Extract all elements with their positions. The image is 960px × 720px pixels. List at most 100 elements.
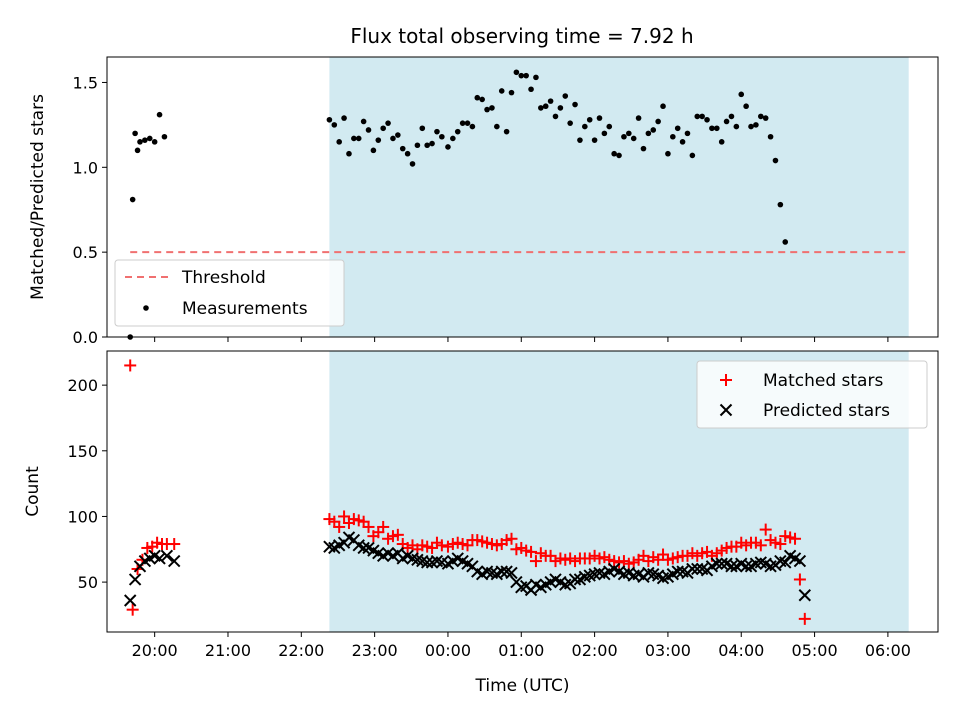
- predicted-star-point: [342, 531, 356, 544]
- predicted-star-point: [793, 554, 807, 568]
- predicted-star-point: [430, 554, 444, 568]
- measurement-point: [557, 105, 564, 111]
- measurement-point: [650, 127, 657, 133]
- measurement-point: [380, 125, 386, 132]
- measurement-point: [395, 132, 401, 138]
- predicted-star-point: [710, 557, 724, 570]
- measurement-point: [464, 120, 471, 126]
- measurement-point: [341, 115, 347, 121]
- measurement-point: [360, 118, 367, 125]
- predicted-star-point: [420, 556, 434, 569]
- measurement-point: [355, 135, 362, 142]
- measurement-point: [404, 150, 411, 157]
- predicted-star-point: [783, 549, 797, 563]
- measurement-point: [635, 115, 642, 121]
- y-tick-label: 100: [67, 507, 98, 526]
- top-x-ticks: [154, 337, 889, 342]
- measurement-point: [699, 113, 705, 120]
- predicted-star-point: [372, 547, 385, 560]
- predicted-star-point: [435, 556, 449, 569]
- predicted-star-point: [612, 565, 626, 578]
- measurement-point: [767, 133, 774, 140]
- measurement-point: [689, 152, 696, 159]
- predicted-star-point: [357, 541, 370, 555]
- x-tick-label: 00:00: [425, 641, 471, 660]
- measurement-point: [469, 123, 476, 130]
- measurement-point: [679, 139, 686, 145]
- measurement-point: [523, 72, 529, 79]
- measurement-point: [772, 157, 779, 164]
- measurement-point: [503, 128, 510, 135]
- predicted-star-point: [554, 575, 567, 589]
- measurement-point: [577, 137, 583, 143]
- measurement-point: [513, 69, 520, 76]
- bottom-y-axis-label: Count: [23, 466, 43, 517]
- predicted-star-point: [671, 565, 684, 578]
- measurement-point: [582, 123, 588, 130]
- measurement-point: [704, 116, 710, 123]
- y-tick-label: 1.5: [73, 73, 98, 92]
- measurement-point: [151, 139, 158, 145]
- predicted-star-point: [647, 568, 660, 581]
- bottom-y-ticks: 50 100 150 200: [67, 376, 107, 592]
- measurement-point: [351, 135, 357, 142]
- predicted-star-point: [632, 568, 645, 581]
- x-tick-label: 04:00: [718, 641, 764, 660]
- measurement-point: [709, 125, 715, 132]
- x-tick-label: 03:00: [645, 641, 691, 660]
- measurement-point: [714, 125, 720, 132]
- x-tick-label: 01:00: [498, 641, 544, 660]
- predicted-star-point: [549, 573, 562, 586]
- predicted-star-point: [725, 560, 738, 573]
- predicted-star-point: [461, 557, 474, 570]
- measurement-point: [596, 115, 603, 121]
- measurement-point: [326, 116, 333, 123]
- measurement-point: [718, 139, 725, 145]
- bottom-panel: 50 100 150 200 20:00 21:00 22:00 23:00 00:00 01:…: [23, 350, 939, 696]
- measurement-point: [665, 150, 671, 157]
- measurement-point: [528, 86, 534, 93]
- legend-threshold-label: Threshold: [181, 268, 266, 288]
- predicted-star-point: [160, 549, 174, 563]
- legend-box: [696, 360, 928, 429]
- measurement-point: [753, 122, 759, 128]
- x-tick-label: 06:00: [865, 641, 911, 660]
- measurement-point: [336, 139, 342, 145]
- measurement-point: [748, 123, 754, 130]
- x-tick-label: 21:00: [205, 641, 251, 660]
- predicted-star-point: [367, 544, 380, 557]
- measurement-point: [547, 98, 554, 104]
- measurement-point: [454, 128, 461, 135]
- x-tick-label: 05:00: [792, 641, 838, 660]
- measurement-points: [127, 69, 789, 340]
- predicted-star-point: [686, 562, 699, 576]
- legend-box: [114, 259, 345, 327]
- measurement-point: [414, 142, 421, 149]
- predicted-star-point: [739, 560, 753, 573]
- predicted-star-point: [695, 562, 709, 576]
- measurement-point: [562, 93, 569, 99]
- measurement-point: [450, 135, 456, 142]
- top-panel: 0.0 0.5 1.0 1.5 Matched/Predicted stars Thr…: [28, 56, 939, 347]
- predicted-star-point: [495, 565, 508, 578]
- measurement-point: [445, 144, 451, 150]
- predicted-star-point: [148, 549, 161, 563]
- predicted-star-point: [411, 553, 424, 566]
- bottom-x-ticks: 20:00 21:00 22:00 23:00 00:00 01:00 02:00 03:00…: [132, 632, 911, 660]
- measurement-point: [733, 123, 740, 130]
- predicted-star-point: [798, 589, 812, 602]
- measurement-point: [498, 88, 505, 94]
- measurement-point: [434, 128, 440, 135]
- predicted-star-point: [642, 566, 655, 580]
- measurement-point: [684, 130, 691, 137]
- measurement-point: [479, 96, 485, 103]
- measurement-point: [489, 105, 495, 111]
- measurement-point: [156, 111, 163, 118]
- measurement-point: [533, 74, 539, 81]
- measurement-point: [552, 113, 559, 120]
- predicted-star-point: [720, 557, 733, 570]
- measurement-point: [424, 142, 430, 149]
- measurement-point: [385, 120, 391, 126]
- measurement-point: [567, 120, 573, 126]
